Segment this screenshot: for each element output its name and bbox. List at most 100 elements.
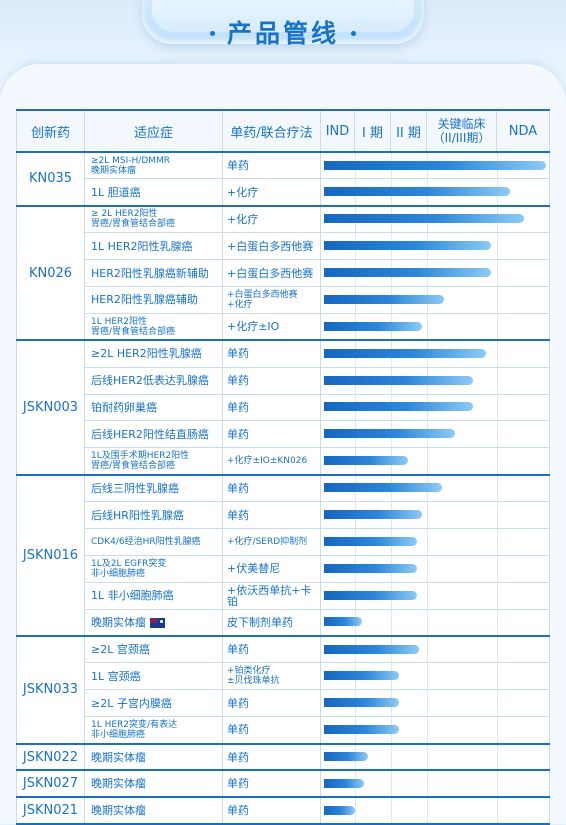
regimen-cell: +白蛋白多西他赛 [222, 259, 321, 287]
header-drug: 创新药 [16, 109, 85, 153]
progress-cell [320, 393, 550, 422]
phase-gridline [427, 528, 428, 555]
progress-cell [320, 285, 550, 314]
table-row: 1L及2L EGFR突变 非小细胞肺癌 +伏美替尼 [17, 554, 550, 583]
regimen-cell: 单药 [222, 151, 321, 180]
indication-cell: ≥2L HER2阳性乳腺癌 [84, 339, 223, 368]
progress-bar [324, 752, 368, 762]
phase-gridline [427, 448, 428, 474]
indication-cell: 后线HER2阳性结直肠癌 [84, 420, 223, 449]
phase-gridline [427, 609, 428, 636]
phase-gridline [497, 313, 498, 340]
regimen-cell: 皮下制剂单药 [222, 608, 321, 638]
table-row: JSKN003 ≥2L HER2阳性乳腺癌 单药 [16, 339, 550, 476]
indication-text: HER2阳性乳腺癌辅助 [91, 293, 198, 307]
regimen-cell: 单药 [222, 474, 321, 503]
table-row: 铂耐药卵巢癌 单药 [17, 393, 550, 422]
table-body: KN035 ≥2L MSI-H/DMMR 晚期实体瘤 单药 1L 胆道癌 +化疗 KN02… [16, 151, 550, 825]
phase-gridline [497, 502, 498, 528]
phase-gridline [497, 744, 498, 770]
indication-text: 1L 胆道癌 [91, 185, 141, 199]
indication-cell: 1L HER2突变/有表达 非小细胞肺癌 [84, 716, 223, 745]
phase-gridline [497, 421, 498, 448]
phase-gridline [497, 367, 498, 394]
drug-name: KN035 [16, 151, 85, 207]
indication-text: 1L及围手术期HER2阳性 胃癌/胃食管结合部癌 [91, 450, 190, 471]
indication-cell: 1L HER2阳性 胃癌/胃食管结合部癌 [84, 312, 223, 342]
indication-text: ≥2L 宫颈癌 [91, 643, 150, 657]
indication-text: ≥2L HER2阳性乳腺癌 [91, 347, 202, 361]
indication-cell: CDK4/6经治HR阳性乳腺癌 [84, 527, 223, 556]
indication-cell: 后线HR阳性乳腺癌 [84, 501, 223, 529]
table-row: 1L 胆道癌 +化疗 [17, 178, 550, 207]
table-row: 1L HER2阳性 胃癌/胃食管结合部癌 +化疗±IO [17, 312, 550, 342]
progress-cell [320, 259, 550, 287]
indication-text: HER2阳性乳腺癌新辅助 [91, 266, 209, 280]
phase-gridline [355, 798, 356, 824]
page-title: 产品管线 [0, 14, 566, 50]
indication-cell: HER2阳性乳腺癌新辅助 [84, 259, 223, 287]
header-phase-2: II 期 [390, 109, 427, 153]
phase-gridline [391, 771, 392, 797]
progress-bar [324, 348, 486, 358]
indication-text: 铂耐药卵巢癌 [91, 400, 157, 414]
indication-cell: 晚期实体瘤 [84, 743, 223, 772]
australia-flag-icon [150, 617, 165, 628]
title-banner [142, 0, 424, 44]
table-row: KN035 ≥2L MSI-H/DMMR 晚期实体瘤 单药 [16, 151, 550, 207]
phase-gridline [427, 771, 428, 797]
table-row: JSKN022 晚期实体瘤 单药 [16, 743, 550, 772]
drug-name: JSKN027 [16, 769, 85, 799]
title-text: 产品管线 [226, 19, 339, 48]
regimen-cell: +化疗±IO [222, 312, 321, 342]
indication-cell: 1L HER2阳性乳腺癌 [84, 232, 223, 261]
regimen-cell: 单药 [222, 689, 321, 718]
table-row: JSKN033 ≥2L 宫颈癌 单药 [16, 635, 550, 745]
header-phase-1: I 期 [354, 109, 391, 153]
phase-gridline [391, 798, 392, 824]
table-row: 1L HER2突变/有表达 非小细胞肺癌 单药 [17, 716, 550, 745]
regimen-cell: 单药 [222, 339, 321, 368]
table-row: CDK4/6经治HR阳性乳腺癌 +化疗/SERD抑制剂 [17, 527, 550, 556]
phase-gridline [497, 448, 498, 474]
indication-text: 后线HR阳性乳腺癌 [91, 508, 184, 522]
phase-gridline [497, 394, 498, 421]
progress-cell [320, 366, 550, 395]
indication-text: ≥2L 子宫内膜癌 [91, 696, 172, 710]
progress-bar [324, 483, 442, 493]
regimen-cell: 单药 [222, 716, 321, 745]
indication-text: 晚期实体瘤 [91, 804, 146, 818]
phase-gridline [497, 233, 498, 260]
phase-gridline [427, 502, 428, 528]
table-row: HER2阳性乳腺癌辅助 +白蛋白多西他赛 +化疗 [17, 285, 550, 314]
title-dot-right [351, 30, 356, 36]
phase-gridline [497, 690, 498, 717]
progress-cell [320, 662, 550, 691]
phase-gridline [391, 744, 392, 770]
indication-text: 晚期实体瘤 [91, 750, 146, 764]
indication-cell: 晚期实体瘤 [84, 769, 223, 799]
indication-text: ≥ 2L HER2阳性 胃癌/胃食管结合部癌 [91, 209, 176, 230]
phase-gridline [427, 582, 428, 609]
regimen-cell: 单药 [222, 366, 321, 395]
progress-cell [320, 608, 550, 638]
header-regimen: 单药/联合疗法 [222, 109, 321, 153]
phase-gridline [427, 717, 428, 743]
regimen-cell: 单药 [222, 743, 321, 772]
indication-cell: 铂耐药卵巢癌 [84, 393, 223, 422]
phase-gridline [497, 555, 498, 582]
progress-bar [324, 510, 422, 520]
drug-name: JSKN003 [16, 339, 85, 476]
indication-text: 1L HER2阳性 胃癌/胃食管结合部癌 [91, 316, 176, 337]
progress-bar [324, 536, 417, 546]
phase-gridline [497, 582, 498, 609]
table-header-row: 创新药 适应症 单药/联合疗法 IND I 期 II 期 关键临床 （II/II… [16, 109, 550, 153]
progress-cell [320, 635, 550, 664]
progress-bar [324, 617, 362, 627]
table-row: JSKN027 晚期实体瘤 单药 [16, 769, 550, 799]
regimen-cell: +化疗/SERD抑制剂 [222, 527, 321, 556]
indication-text: 1L 非小细胞肺癌 [91, 589, 174, 603]
table-row: HER2阳性乳腺癌新辅助 +白蛋白多西他赛 [17, 259, 550, 287]
indication-cell: 1L 宫颈癌 [84, 662, 223, 691]
progress-bar [324, 805, 355, 815]
